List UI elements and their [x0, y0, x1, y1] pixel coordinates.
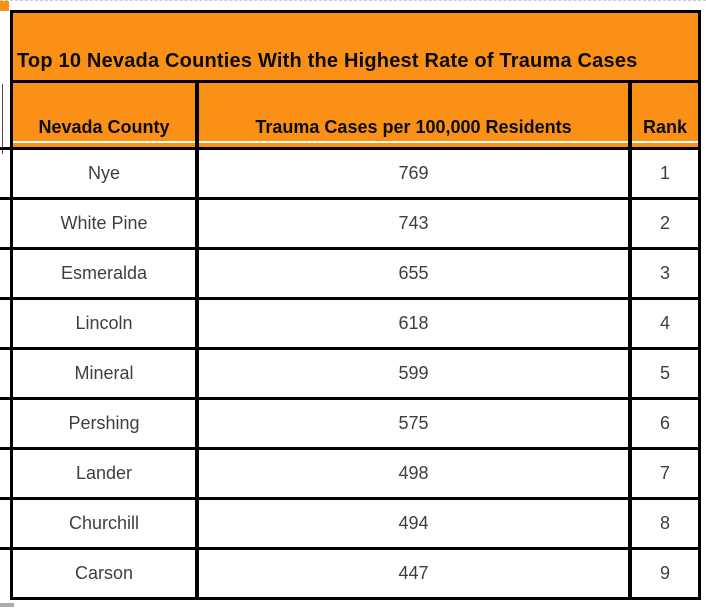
header-cell-rank: Rank — [632, 83, 698, 147]
table-row: Lander 498 7 — [0, 450, 698, 500]
rate-cell: 575 — [199, 400, 632, 447]
county-cell: Mineral — [13, 350, 199, 397]
bottomleft-handle-fragment — [0, 603, 14, 607]
table-title-row: Top 10 Nevada Counties With the Highest … — [13, 13, 698, 83]
table-row: White Pine 743 2 — [0, 200, 698, 250]
county-cell: Pershing — [13, 400, 199, 447]
county-cell: Nye — [13, 150, 199, 197]
rank-cell: 7 — [659, 463, 670, 483]
rank-cell: 1 — [659, 163, 670, 183]
rank-cell: 8 — [659, 513, 670, 533]
table-title: Top 10 Nevada Counties With the Highest … — [17, 50, 638, 72]
rate-cell: 655 — [199, 250, 632, 297]
header-label-rate: Trauma Cases per 100,000 Residents — [199, 117, 628, 143]
table-body: Nye 769 1 White Pine 743 2 Esmeralda 655… — [0, 150, 698, 597]
header-cell-county: Nevada County — [13, 83, 199, 147]
header-label-county: Nevada County — [13, 117, 195, 143]
rank-cell: 6 — [659, 413, 670, 433]
county-cell: Lander — [13, 450, 199, 497]
table-row: Churchill 494 8 — [0, 500, 698, 550]
table-row: Carson 447 9 — [13, 550, 698, 597]
county-cell: Churchill — [13, 500, 199, 547]
header-label-rank: Rank — [632, 117, 698, 143]
rank-cell: 4 — [659, 313, 670, 333]
rate-cell: 494 — [199, 500, 632, 547]
rank-cell: 3 — [659, 263, 670, 283]
trauma-table: Top 10 Nevada Counties With the Highest … — [0, 10, 701, 600]
rank-cell: 2 — [659, 213, 670, 233]
rate-cell: 599 — [199, 350, 632, 397]
top-dashed-gridline — [0, 0, 706, 1]
topleft-orange-fragment — [0, 1, 9, 11]
table-header-row: Nevada County Trauma Cases per 100,000 R… — [0, 83, 698, 150]
header-cell-rate: Trauma Cases per 100,000 Residents — [199, 83, 632, 147]
rank-cell: 9 — [659, 563, 670, 583]
table-row: Lincoln 618 4 — [0, 300, 698, 350]
rate-cell: 743 — [199, 200, 632, 247]
county-cell: Carson — [13, 550, 199, 597]
table-row: Mineral 599 5 — [0, 350, 698, 400]
county-cell: Esmeralda — [13, 250, 199, 297]
rate-cell: 769 — [199, 150, 632, 197]
rate-cell: 498 — [199, 450, 632, 497]
table-row: Pershing 575 6 — [0, 400, 698, 450]
left-gridline-fragment — [2, 84, 3, 154]
rate-cell: 447 — [199, 550, 632, 597]
table-row: Esmeralda 655 3 — [0, 250, 698, 300]
county-cell: Lincoln — [13, 300, 199, 347]
rank-cell: 5 — [659, 363, 670, 383]
rate-cell: 618 — [199, 300, 632, 347]
county-cell: White Pine — [13, 200, 199, 247]
table-row: Nye 769 1 — [0, 150, 698, 200]
